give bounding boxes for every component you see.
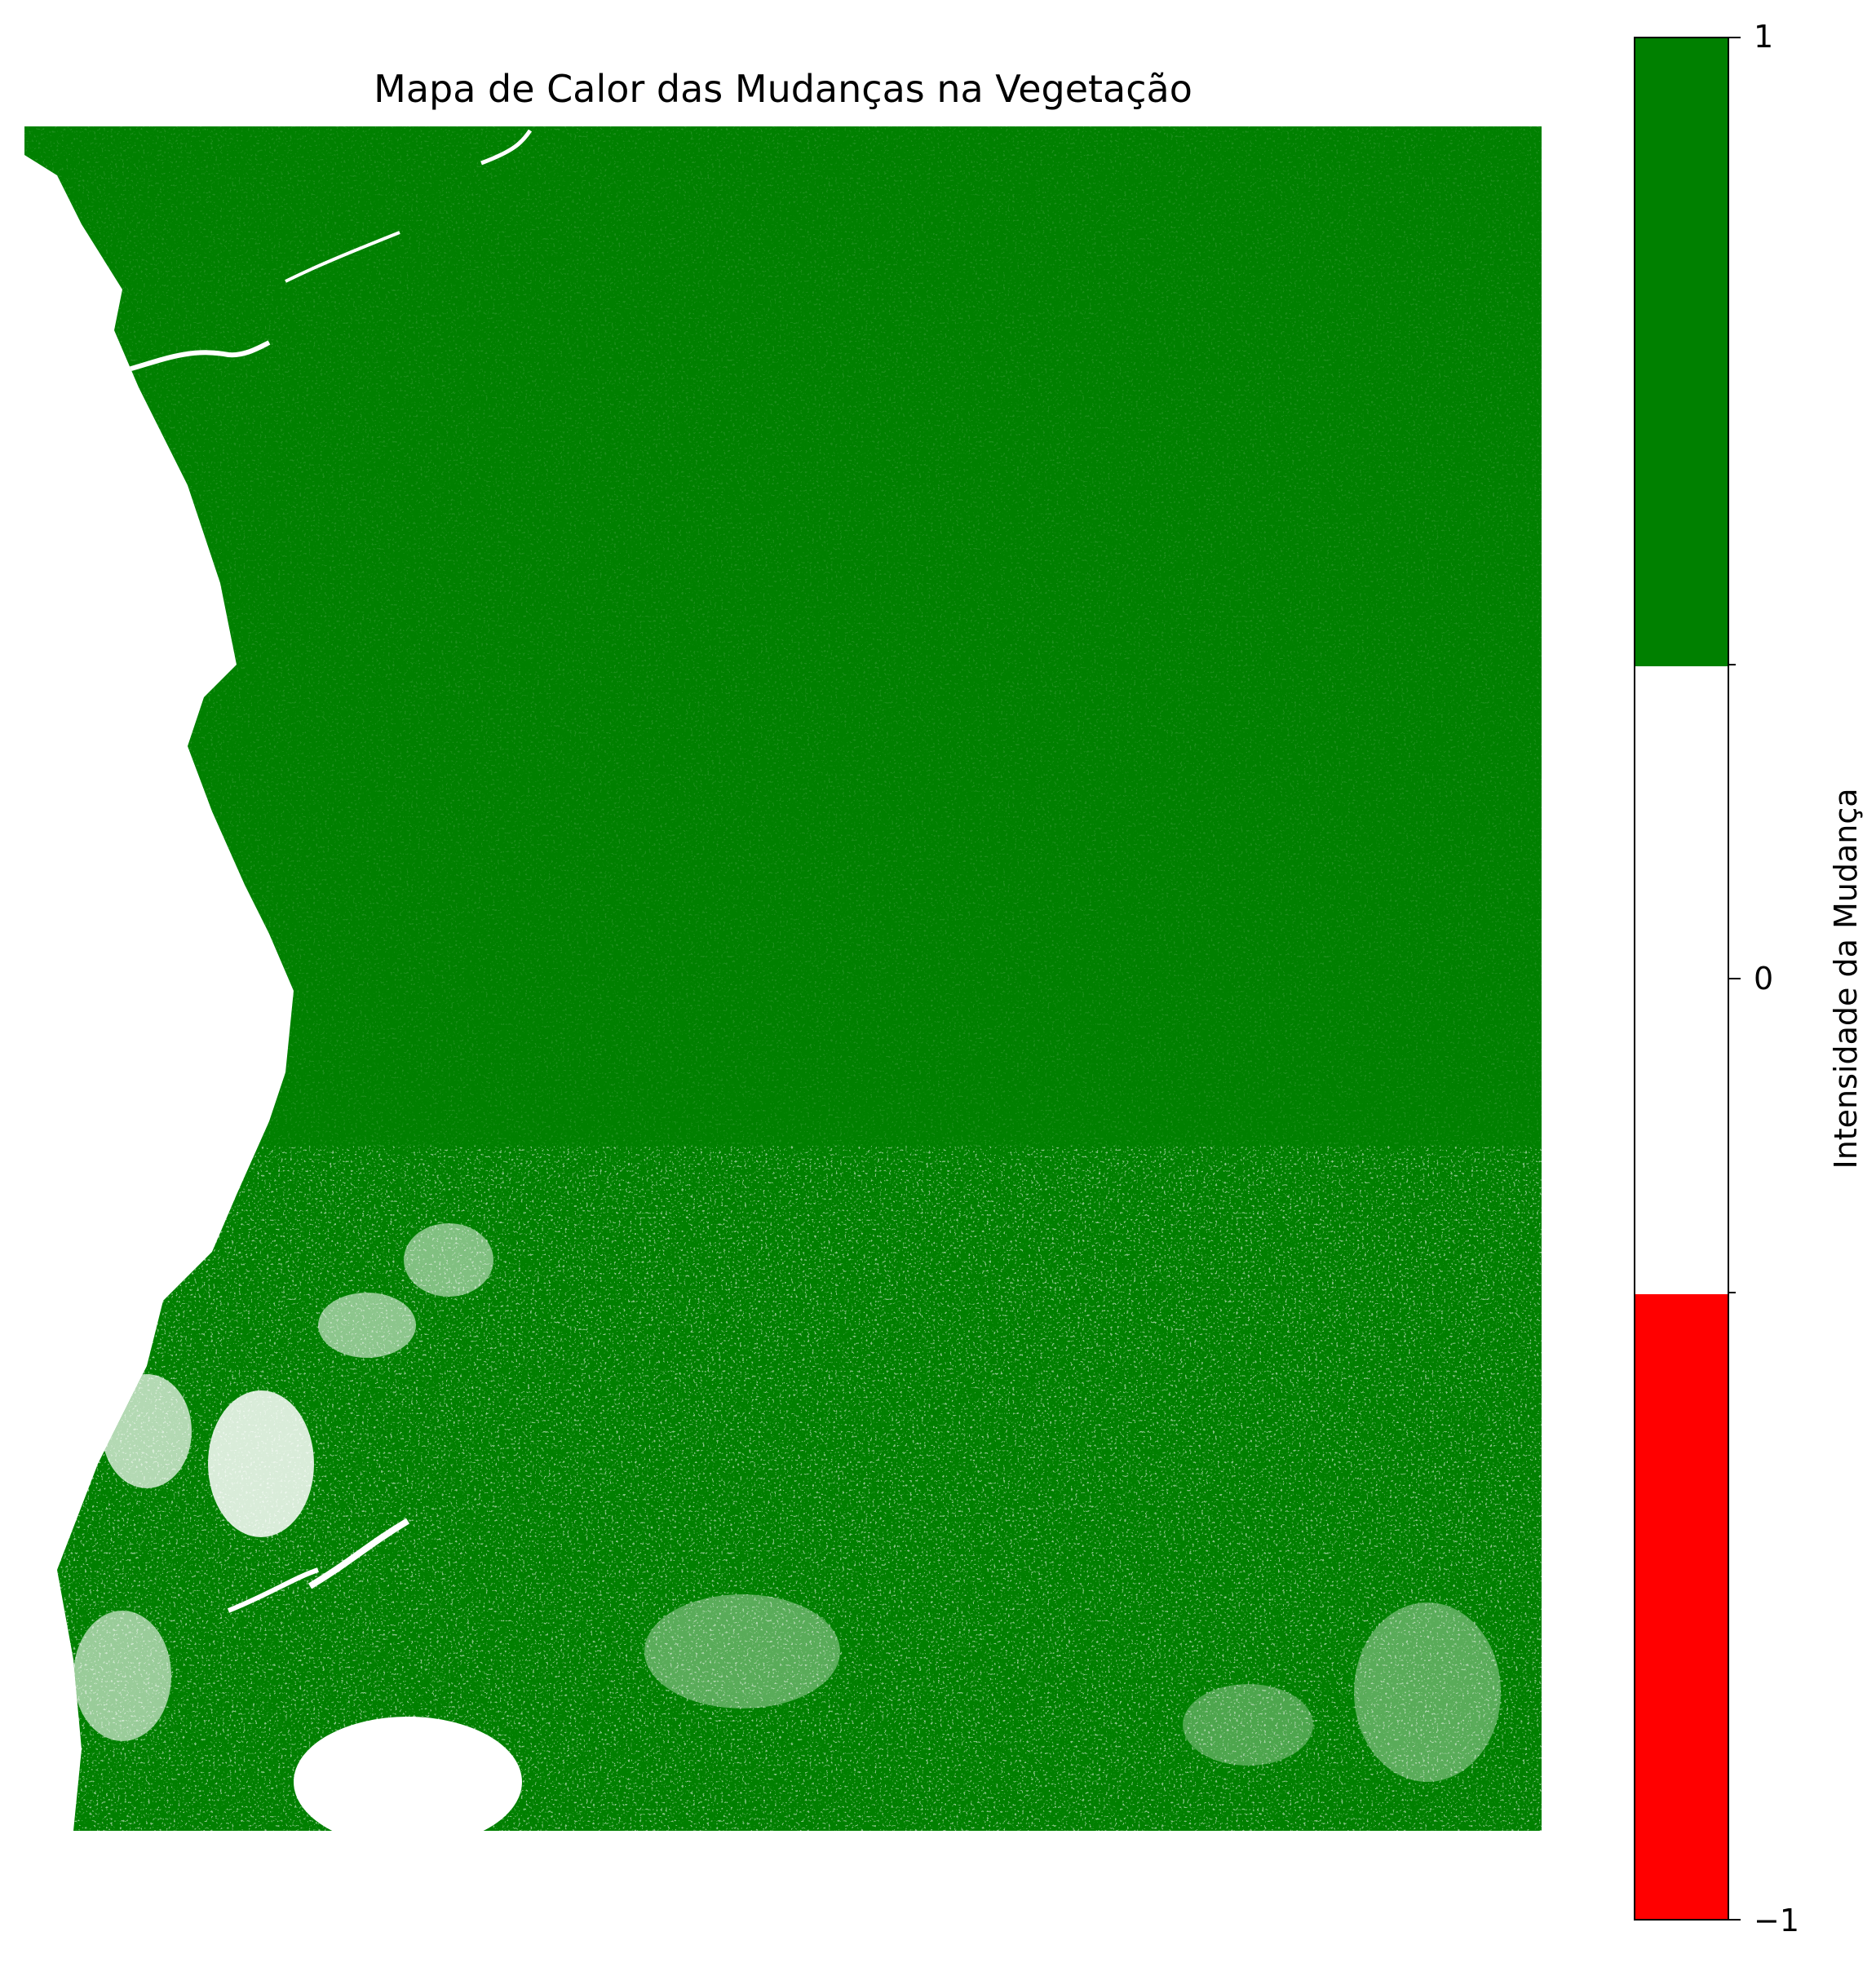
- colorbar-tick-label: 0: [1754, 961, 1774, 997]
- colorbar: [1634, 37, 1729, 1921]
- river: [285, 231, 400, 283]
- cleared-patch: [404, 1223, 493, 1297]
- cleared-patch: [644, 1594, 840, 1708]
- cleared-patch: [208, 1390, 314, 1537]
- cleared-patch: [294, 1717, 522, 1831]
- river: [308, 1518, 410, 1589]
- colorbar-tick: [1729, 1919, 1741, 1921]
- chart-title: Mapa de Calor das Mudanças na Vegetação: [374, 67, 1192, 111]
- speckle-texture-light: [24, 126, 1542, 1146]
- colorbar-tick-label: 1: [1754, 19, 1774, 55]
- cleared-patch: [1354, 1602, 1501, 1782]
- cleared-patch: [1183, 1684, 1313, 1766]
- vegetation-change-map: [24, 126, 1542, 1831]
- colorbar-minor-tick: [1729, 664, 1736, 666]
- cleared-patch: [102, 1374, 192, 1488]
- river: [122, 340, 271, 374]
- colorbar-tick-label: −1: [1754, 1903, 1800, 1938]
- colorbar-tick: [1729, 978, 1741, 979]
- cleared-patch: [318, 1293, 416, 1358]
- river: [227, 1567, 319, 1613]
- colorbar-segment: [1635, 1293, 1728, 1919]
- colorbar-segment: [1635, 38, 1728, 667]
- colorbar-segment: [1635, 666, 1728, 1294]
- colorbar-minor-tick: [1729, 1291, 1736, 1293]
- river: [480, 129, 533, 166]
- colorbar-tick: [1729, 37, 1741, 38]
- colorbar-label: Intensidade da Mudança: [1828, 788, 1864, 1169]
- cleared-patch: [73, 1611, 171, 1741]
- colorbar-ticks: −1 0 1: [1729, 19, 1827, 1938]
